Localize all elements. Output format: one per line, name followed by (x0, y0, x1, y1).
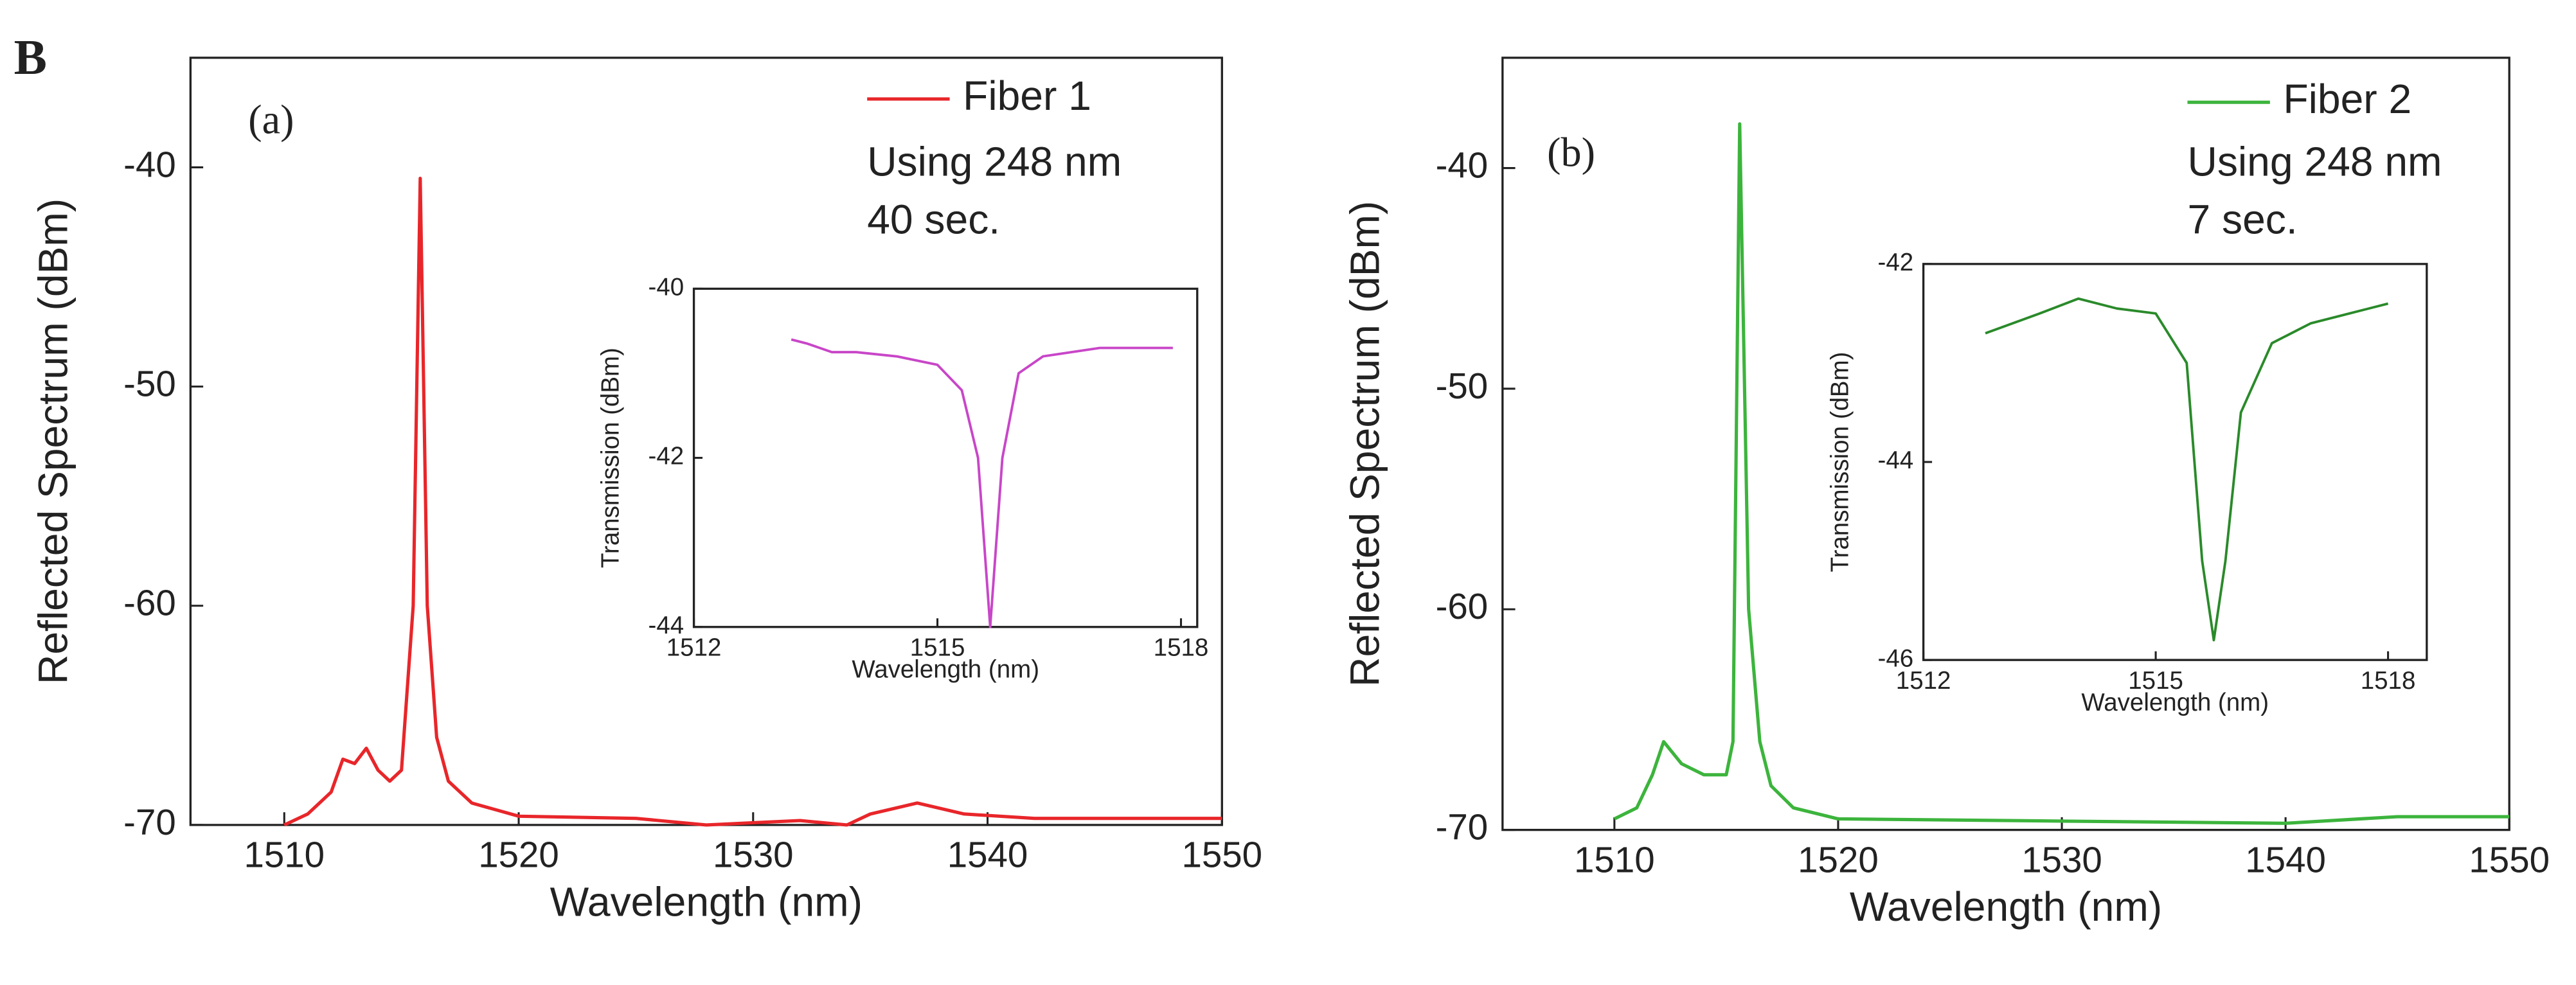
y-tick-label: -60 (1436, 586, 1489, 626)
plot-frame (692, 287, 1199, 628)
x-tick-label: 1510 (244, 835, 325, 875)
y-tick-label: -40 (648, 274, 684, 301)
x-tick-label: 1520 (478, 835, 559, 875)
y-tick-label: -42 (648, 443, 684, 470)
series-line (791, 338, 1173, 628)
annotation: (a) (248, 96, 294, 142)
x-tick-label: 1550 (1181, 835, 1262, 875)
y-tick-label: -50 (123, 364, 176, 404)
figure-label: B (14, 30, 47, 85)
x-tick-label: 1550 (2469, 839, 2550, 880)
annotation: 40 sec. (867, 197, 1000, 243)
x-tick-label: 1540 (947, 835, 1028, 875)
x-tick-label: 1530 (713, 835, 794, 875)
y-axis-label: Transmission (dBm) (597, 348, 625, 568)
y-tick-label: -46 (1878, 644, 1914, 672)
y-tick-label: -70 (123, 802, 176, 842)
series-line (1985, 297, 2389, 642)
y-tick-label: -50 (1436, 366, 1489, 406)
x-tick-label: 1510 (1574, 839, 1655, 880)
legend-label: Fiber 1 (963, 73, 1091, 119)
annotation: (b) (1547, 130, 1595, 175)
x-tick-label: 1530 (2021, 839, 2102, 880)
annotation: Using 248 nm (2187, 139, 2442, 185)
x-tick-label: 1512 (1896, 667, 1951, 695)
x-tick-label: 1518 (1154, 634, 1209, 662)
x-tick-label: 1520 (1798, 839, 1879, 880)
y-tick-label: -40 (1436, 145, 1489, 185)
y-tick-label: -40 (123, 144, 176, 184)
annotation: 7 sec. (2187, 197, 2297, 243)
plot-frame (1922, 263, 2428, 661)
x-tick-label: 1540 (2245, 839, 2326, 880)
y-axis-label: Transmission (dBm) (1827, 352, 1854, 572)
series-line (283, 176, 1222, 827)
y-tick-label: -70 (1436, 807, 1489, 847)
y-tick-label: -44 (648, 612, 684, 639)
y-tick-label: -42 (1878, 249, 1914, 276)
x-axis-label: Wavelength (nm) (852, 656, 1039, 684)
x-tick-label: 1515 (2128, 667, 2183, 695)
x-axis-label: Wavelength (nm) (1850, 883, 2162, 930)
x-tick-label: 1518 (2361, 667, 2416, 695)
y-axis-label: Reflected Spectrum (dBm) (1342, 201, 1388, 687)
y-axis-label: Reflected Spectrum (dBm) (30, 199, 76, 684)
x-axis-label: Wavelength (nm) (550, 878, 863, 925)
series-line (1613, 122, 2510, 825)
x-axis-label: Wavelength (nm) (2081, 689, 2269, 716)
y-tick-label: -60 (123, 583, 176, 623)
x-tick-label: 1515 (910, 634, 965, 662)
annotation: Using 248 nm (867, 139, 1122, 185)
y-tick-label: -44 (1878, 447, 1914, 474)
x-tick-label: 1512 (666, 634, 722, 662)
legend-label: Fiber 2 (2283, 76, 2411, 122)
